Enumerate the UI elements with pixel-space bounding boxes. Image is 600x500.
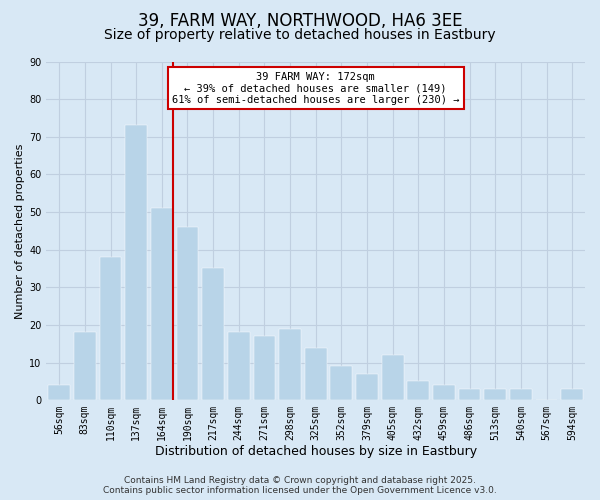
Bar (510, 389, 532, 400)
Bar (254, 336, 275, 400)
Bar (458, 389, 481, 400)
Bar (561, 389, 583, 400)
Bar (202, 268, 224, 400)
Text: 39 FARM WAY: 172sqm
← 39% of detached houses are smaller (149)
61% of semi-detac: 39 FARM WAY: 172sqm ← 39% of detached ho… (172, 72, 460, 105)
Text: 39, FARM WAY, NORTHWOOD, HA6 3EE: 39, FARM WAY, NORTHWOOD, HA6 3EE (138, 12, 462, 30)
Bar (305, 348, 326, 400)
Bar (356, 374, 378, 400)
Y-axis label: Number of detached properties: Number of detached properties (15, 143, 25, 318)
Bar (407, 382, 429, 400)
Bar (331, 366, 352, 400)
Bar (74, 332, 96, 400)
Bar (151, 208, 173, 400)
Bar (228, 332, 250, 400)
Text: Contains HM Land Registry data © Crown copyright and database right 2025.
Contai: Contains HM Land Registry data © Crown c… (103, 476, 497, 495)
Bar (100, 257, 121, 400)
Bar (49, 385, 70, 400)
Text: Size of property relative to detached houses in Eastbury: Size of property relative to detached ho… (104, 28, 496, 42)
Bar (279, 328, 301, 400)
Bar (176, 227, 199, 400)
Bar (382, 355, 404, 400)
Bar (433, 385, 455, 400)
Bar (484, 389, 506, 400)
X-axis label: Distribution of detached houses by size in Eastbury: Distribution of detached houses by size … (155, 444, 477, 458)
Bar (125, 126, 147, 400)
